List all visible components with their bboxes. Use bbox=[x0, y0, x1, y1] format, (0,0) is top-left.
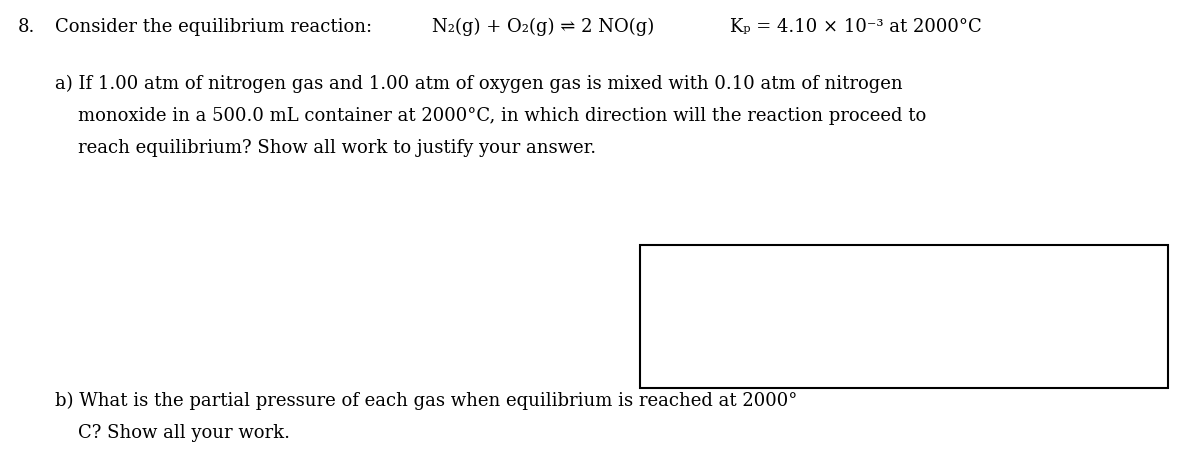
Text: Kₚ = 4.10 × 10⁻³ at 2000°C: Kₚ = 4.10 × 10⁻³ at 2000°C bbox=[730, 18, 982, 36]
Text: 8.: 8. bbox=[18, 18, 35, 36]
Text: monoxide in a 500.0 mL container at 2000°C, in which direction will the reaction: monoxide in a 500.0 mL container at 2000… bbox=[55, 107, 926, 125]
Text: C? Show all your work.: C? Show all your work. bbox=[55, 424, 290, 442]
Text: a) If 1.00 atm of nitrogen gas and 1.00 atm of oxygen gas is mixed with 0.10 atm: a) If 1.00 atm of nitrogen gas and 1.00 … bbox=[55, 75, 902, 93]
Text: Consider the equilibrium reaction:: Consider the equilibrium reaction: bbox=[55, 18, 372, 36]
Text: b) What is the partial pressure of each gas when equilibrium is reached at 2000°: b) What is the partial pressure of each … bbox=[55, 392, 797, 410]
Text: reach equilibrium? Show all work to justify your answer.: reach equilibrium? Show all work to just… bbox=[55, 139, 596, 157]
Bar bbox=[640, 245, 1168, 388]
Text: N₂(g) + O₂(g) ⇌ 2 NO(g): N₂(g) + O₂(g) ⇌ 2 NO(g) bbox=[432, 18, 654, 36]
